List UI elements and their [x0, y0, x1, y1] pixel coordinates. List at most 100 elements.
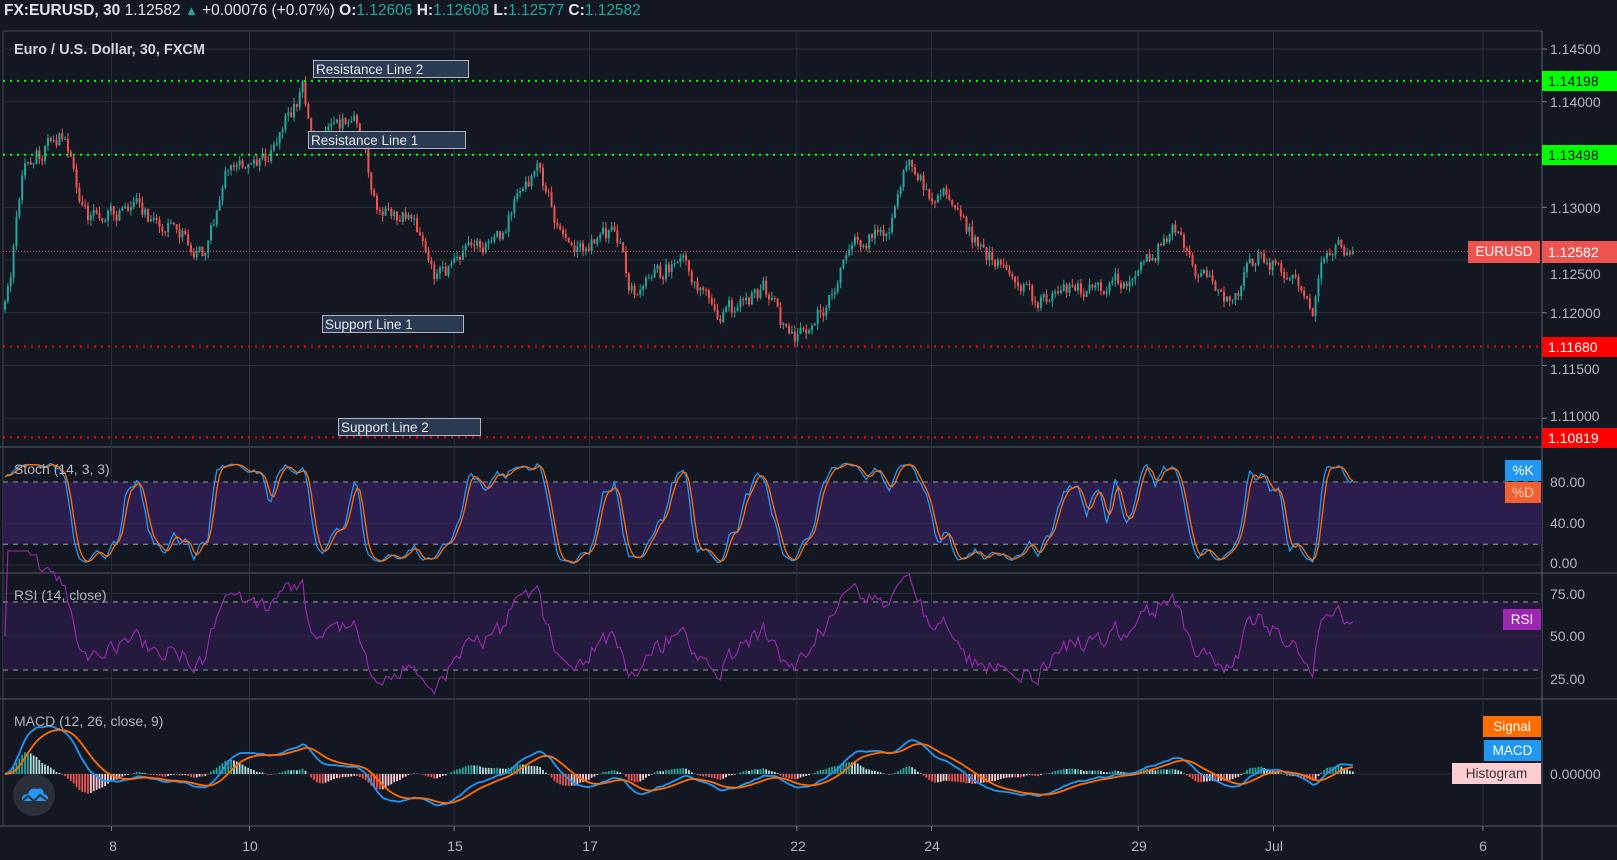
- resistance-line-1-label[interactable]: Resistance Line 1: [308, 131, 466, 149]
- candle-body: [1111, 280, 1114, 284]
- candle: [662, 275, 665, 285]
- histogram-bar: [716, 774, 719, 780]
- candle: [187, 229, 190, 246]
- candle: [1182, 232, 1185, 253]
- candle-body: [95, 210, 98, 214]
- histogram-bar: [324, 774, 327, 783]
- candle: [1317, 274, 1320, 303]
- candle: [991, 246, 994, 266]
- histogram-bar: [822, 769, 825, 774]
- candle-body: [599, 234, 602, 239]
- candle: [1108, 281, 1111, 296]
- candle: [398, 215, 401, 222]
- candle: [1131, 278, 1134, 287]
- candle-body: [1291, 274, 1294, 279]
- histogram-bar: [484, 767, 487, 774]
- candle: [871, 233, 874, 243]
- resistance-line-2-label[interactable]: Resistance Line 2: [313, 60, 469, 78]
- candle-body: [490, 241, 493, 243]
- candle-body: [355, 115, 358, 124]
- candle: [21, 170, 24, 205]
- candle: [267, 155, 270, 163]
- macd-title[interactable]: MACD (12, 26, close, 9): [14, 713, 164, 729]
- rsi-title[interactable]: RSI (14, close): [14, 587, 107, 603]
- candle: [333, 116, 336, 126]
- candle-body: [1268, 262, 1271, 271]
- candle: [384, 205, 387, 217]
- candle: [873, 224, 876, 245]
- candle-body: [410, 214, 413, 219]
- histogram-bar: [705, 774, 707, 777]
- candle: [1285, 272, 1288, 280]
- histogram-bar: [544, 772, 547, 774]
- histogram-bar: [808, 774, 810, 776]
- candle-body: [192, 252, 195, 258]
- candle: [178, 223, 181, 244]
- histogram-bar: [1334, 766, 1337, 774]
- support-line-1-label[interactable]: Support Line 1: [322, 315, 464, 333]
- support-line-2-label[interactable]: Support Line 2: [338, 418, 481, 436]
- histogram-bar: [504, 768, 507, 774]
- candle: [776, 298, 779, 308]
- histogram-bar: [1320, 772, 1323, 774]
- candle: [510, 211, 513, 221]
- candle: [696, 276, 699, 295]
- symbol-name[interactable]: FX:EURUSD, 30: [4, 2, 121, 19]
- candle: [836, 280, 839, 295]
- candle-body: [1243, 272, 1246, 287]
- candle: [378, 207, 381, 216]
- histogram-bar: [630, 774, 633, 781]
- candle: [896, 189, 899, 210]
- histogram-bar: [539, 767, 542, 774]
- candle-body: [799, 328, 802, 334]
- candle-body: [1348, 252, 1351, 255]
- candle: [1062, 279, 1065, 292]
- candle-body: [985, 247, 988, 260]
- candle: [936, 193, 939, 203]
- histogram-bar: [170, 774, 172, 776]
- histogram-bar: [977, 774, 979, 784]
- candle-body: [919, 175, 922, 180]
- candle: [1111, 276, 1114, 286]
- histogram-bar: [450, 772, 453, 774]
- candle-body: [413, 218, 416, 220]
- histogram-bar: [988, 774, 991, 782]
- candle-body: [441, 266, 444, 268]
- candle-body: [1062, 284, 1065, 291]
- candle: [1254, 263, 1257, 272]
- candle: [212, 218, 215, 227]
- stoch-title[interactable]: Stoch (14, 3, 3): [14, 461, 110, 477]
- candle: [6, 282, 9, 304]
- histogram-bar: [1025, 774, 1028, 776]
- candle-body: [507, 215, 510, 232]
- candle-body: [584, 248, 587, 252]
- candle-body: [936, 195, 939, 203]
- histogram-bar: [699, 774, 702, 776]
- histogram-bar: [584, 774, 587, 781]
- candle-body: [424, 241, 427, 252]
- candle: [78, 182, 81, 204]
- candle: [221, 184, 224, 206]
- signal-tag: Signal: [1483, 716, 1541, 737]
- histogram-bar: [493, 768, 496, 774]
- histogram-bar: [250, 769, 252, 774]
- histogram-bar: [936, 774, 939, 783]
- histogram-bar: [1111, 771, 1114, 774]
- candle: [539, 162, 542, 173]
- histogram-bar: [1200, 774, 1203, 783]
- candle-body: [487, 241, 490, 244]
- histogram-bar: [1088, 770, 1091, 774]
- candle-body: [547, 191, 550, 193]
- tradingview-logo-button[interactable]: [13, 774, 55, 816]
- candle-body: [613, 226, 616, 231]
- histogram-bar: [799, 774, 802, 778]
- candle: [1059, 285, 1062, 295]
- histogram-bar: [997, 774, 999, 780]
- histogram-bar: [1008, 774, 1011, 778]
- histogram-bar: [828, 767, 831, 774]
- candle: [759, 284, 762, 300]
- histogram-bar: [1266, 768, 1268, 774]
- candle: [132, 196, 135, 210]
- candle-body: [745, 297, 748, 301]
